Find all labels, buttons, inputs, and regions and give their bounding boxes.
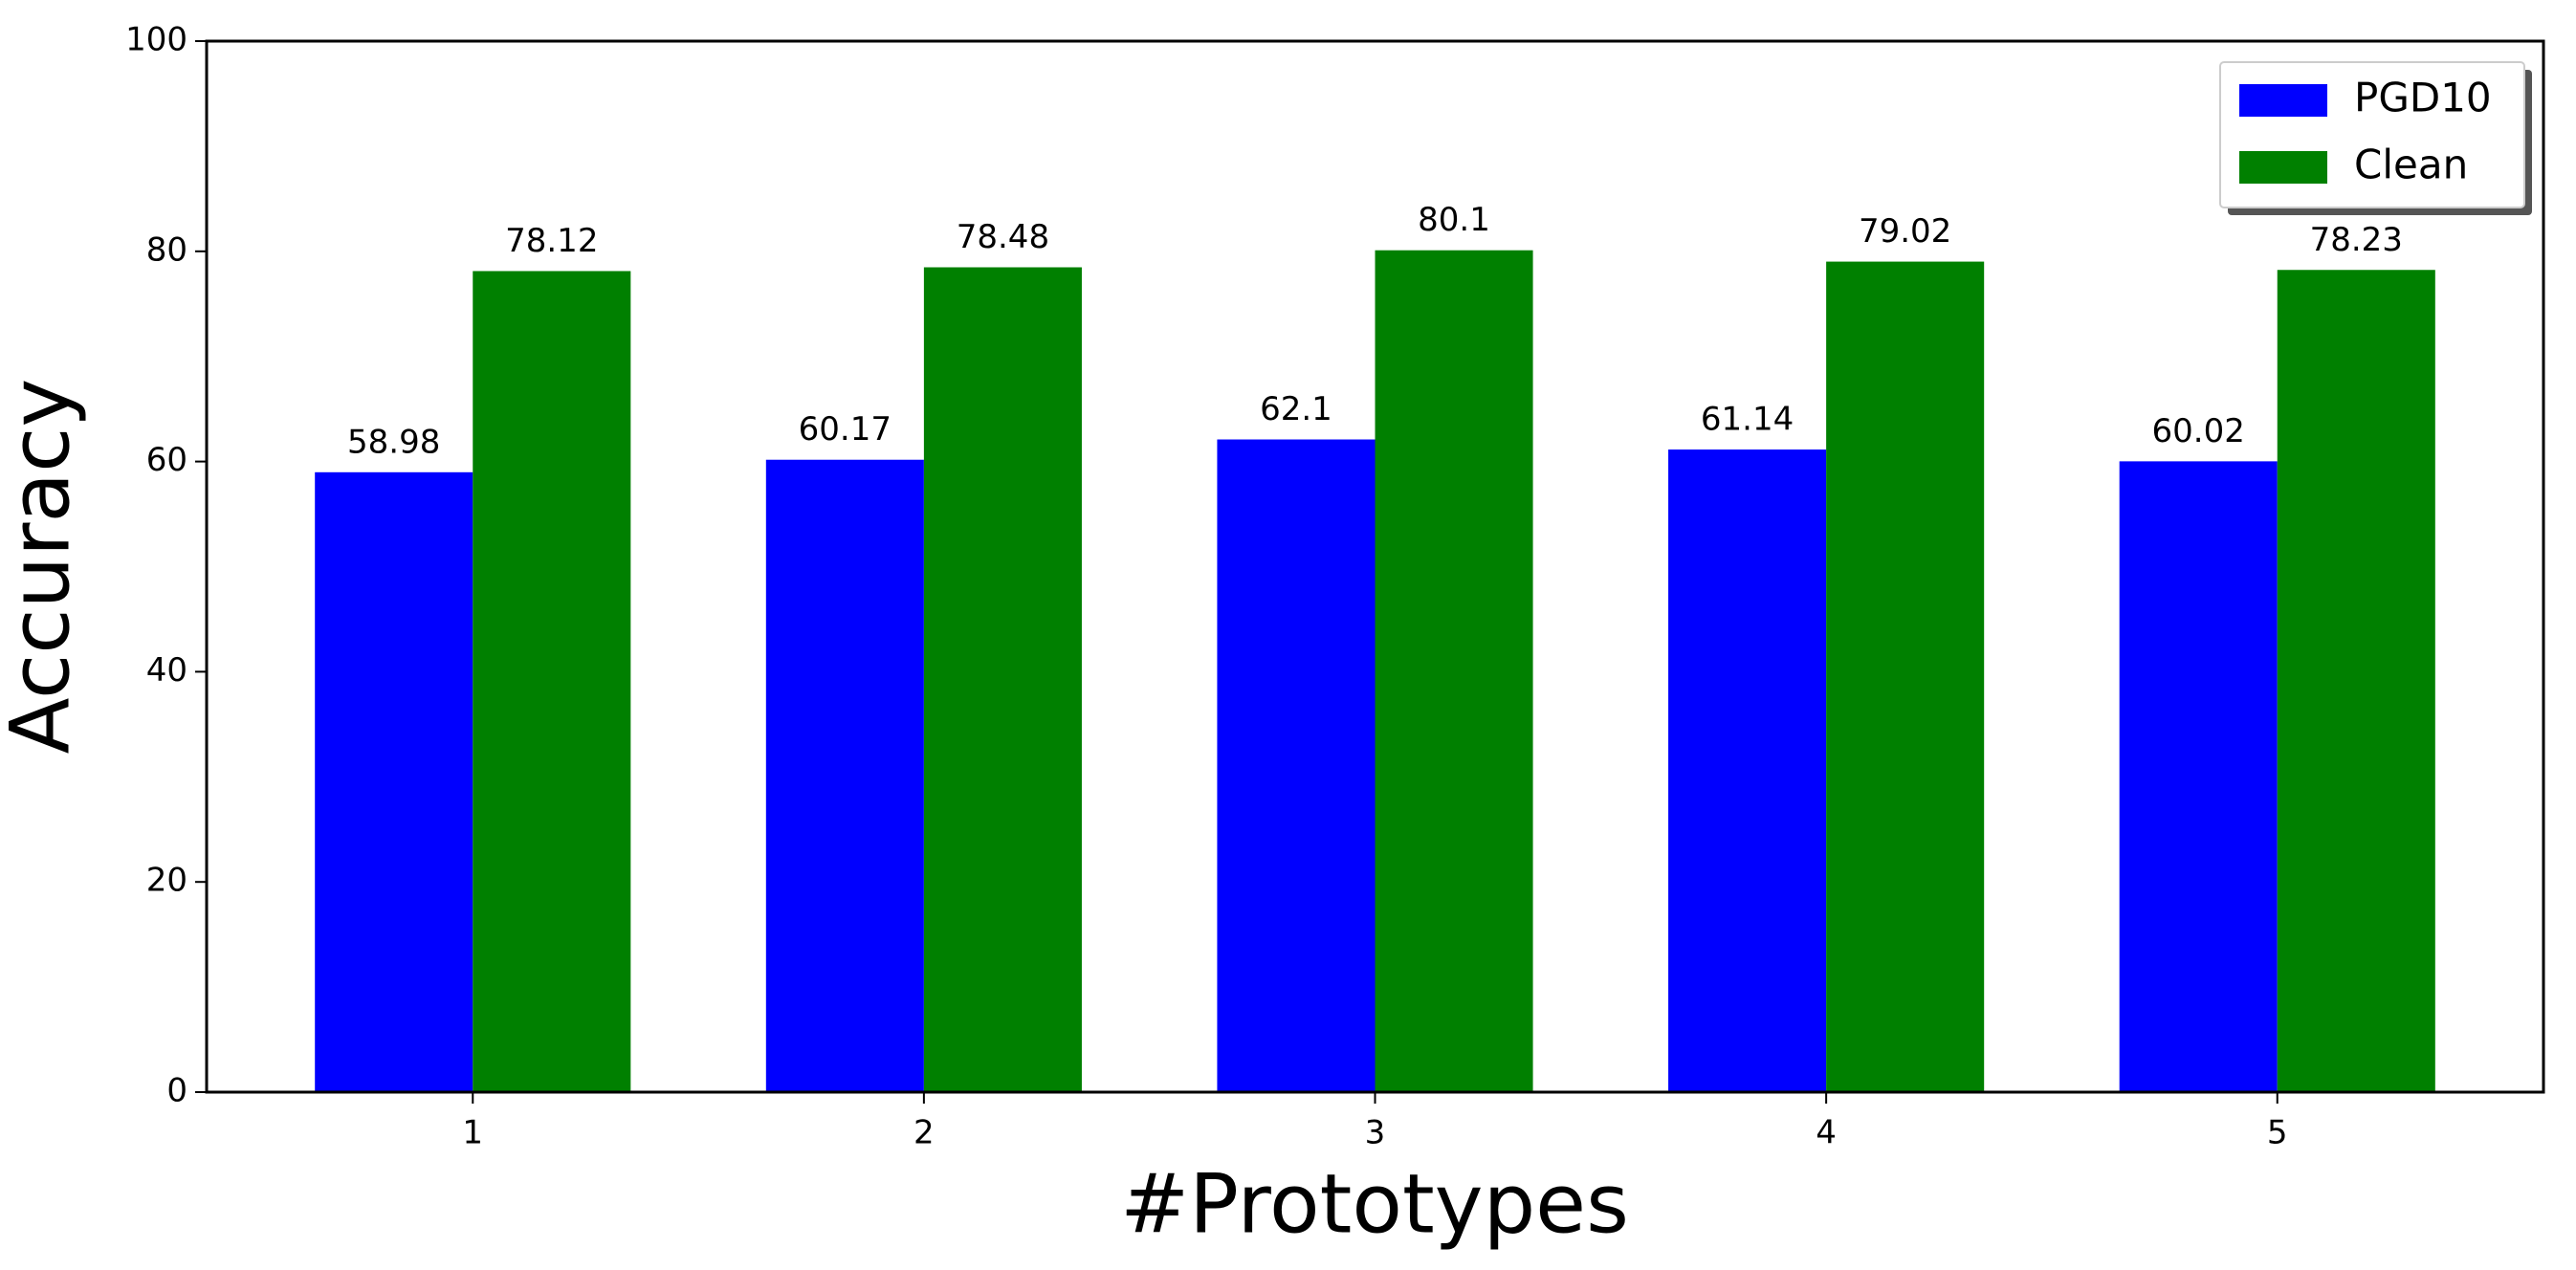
bar <box>1375 250 1533 1092</box>
value-label: 78.48 <box>957 218 1049 256</box>
y-tick-label: 0 <box>166 1072 187 1110</box>
x-axis-label: #Prototypes <box>1120 1156 1629 1252</box>
x-tick-label: 2 <box>914 1114 935 1152</box>
bar <box>315 471 473 1092</box>
legend-swatch <box>2239 84 2327 117</box>
bar <box>923 267 1082 1093</box>
y-tick-label: 100 <box>125 21 187 59</box>
y-tick-label: 40 <box>146 651 187 690</box>
value-label: 62.1 <box>1260 390 1332 428</box>
bar <box>765 459 924 1092</box>
bar <box>1826 261 1985 1092</box>
value-label: 58.98 <box>347 423 440 461</box>
value-label: 80.1 <box>1418 201 1490 239</box>
y-tick-label: 20 <box>146 862 187 900</box>
y-tick-label: 60 <box>146 441 187 479</box>
y-tick-label: 80 <box>146 230 187 269</box>
x-tick-label: 4 <box>1816 1114 1837 1152</box>
x-tick-label: 3 <box>1365 1114 1386 1152</box>
bar <box>2119 461 2278 1092</box>
legend-label: PGD10 <box>2354 75 2492 121</box>
x-tick-label: 1 <box>462 1114 483 1152</box>
plot-frame <box>205 39 2545 1094</box>
y-axis-label: Accuracy <box>0 379 88 755</box>
value-label: 60.17 <box>799 410 892 449</box>
bar <box>2277 270 2435 1092</box>
value-label: 78.12 <box>505 222 598 260</box>
legend-label: Clean <box>2354 142 2468 188</box>
value-label: 79.02 <box>1859 212 1951 251</box>
bar <box>1668 449 1827 1092</box>
value-label: 61.14 <box>1701 401 1794 439</box>
value-label: 60.02 <box>2152 412 2245 450</box>
bar <box>1217 439 1376 1092</box>
x-tick-label: 5 <box>2267 1114 2288 1152</box>
bar <box>473 271 631 1093</box>
legend-swatch <box>2239 151 2327 184</box>
value-label: 78.23 <box>2310 221 2403 259</box>
